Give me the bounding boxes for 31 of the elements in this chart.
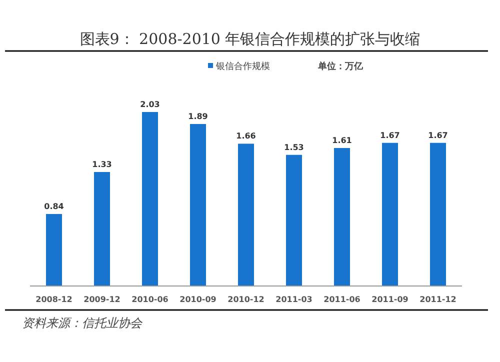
data-label: 1.89: [188, 112, 208, 121]
text: 单位：万亿: [317, 61, 364, 72]
x-tick-label: 2010-12: [228, 295, 264, 304]
bar: [238, 144, 254, 286]
bar: [286, 154, 302, 286]
data-label: 1.33: [92, 160, 112, 169]
data-label: 1.53: [284, 142, 304, 152]
data-label: 1.61: [332, 136, 352, 145]
x-tick-label: 2011-12: [420, 295, 456, 304]
x-tick-label: 2008-12: [36, 295, 72, 304]
data-label: 0.84: [44, 202, 64, 211]
data-label: 1.67: [428, 130, 448, 140]
legend-label: 银信合作规模: [215, 61, 270, 72]
chart-title: 图表9： 2008-2010 年银信合作规模的扩张与收缩: [80, 30, 420, 48]
data-label: 2.03: [140, 100, 160, 109]
bar: [430, 142, 446, 286]
x-tick-label: 2011-03: [276, 295, 312, 304]
x-tick-label: 2010-06: [132, 295, 169, 304]
bar: [142, 112, 158, 286]
bar: [382, 142, 398, 286]
data-label: 1.66: [236, 132, 256, 141]
x-tick-label: 2011-06: [324, 295, 361, 304]
text: 资料来源：信托业协会: [22, 316, 143, 330]
bar: [334, 148, 350, 286]
x-tick-label: 2011-09: [372, 295, 409, 304]
data-label: 1.67: [380, 130, 400, 140]
bar: [94, 172, 110, 286]
bar: [46, 214, 62, 286]
x-tick-label: 2010-09: [180, 295, 217, 304]
bar: [190, 124, 206, 286]
x-tick-label: 2009-12: [84, 295, 120, 304]
